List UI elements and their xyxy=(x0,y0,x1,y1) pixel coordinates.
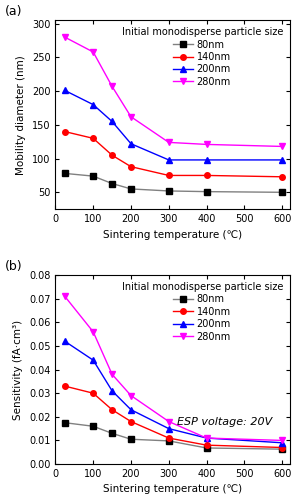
280nm xyxy=(167,140,170,145)
200nm xyxy=(110,388,114,394)
Text: (a): (a) xyxy=(5,6,23,18)
280nm xyxy=(280,144,284,150)
200nm xyxy=(205,157,208,163)
140nm xyxy=(280,174,284,180)
280nm xyxy=(167,418,170,424)
280nm xyxy=(205,142,208,148)
140nm xyxy=(110,406,114,412)
280nm xyxy=(91,49,95,55)
280nm xyxy=(63,34,67,40)
Text: ESP voltage: 20V: ESP voltage: 20V xyxy=(177,418,272,428)
Line: 80nm: 80nm xyxy=(62,170,285,195)
280nm xyxy=(91,329,95,335)
200nm xyxy=(280,440,284,446)
80nm xyxy=(280,446,284,452)
140nm xyxy=(110,152,114,158)
140nm xyxy=(91,390,95,396)
80nm xyxy=(110,430,114,436)
200nm xyxy=(167,426,170,432)
200nm xyxy=(63,338,67,344)
Line: 280nm: 280nm xyxy=(62,294,285,443)
Text: (b): (b) xyxy=(5,260,23,274)
200nm xyxy=(129,406,133,412)
Y-axis label: Mobility diameter (nm): Mobility diameter (nm) xyxy=(16,55,26,174)
80nm xyxy=(110,180,114,186)
200nm xyxy=(63,88,67,94)
Legend: 80nm, 140nm, 200nm, 280nm: 80nm, 140nm, 200nm, 280nm xyxy=(119,24,286,90)
200nm xyxy=(167,157,170,163)
Line: 200nm: 200nm xyxy=(62,338,285,446)
80nm xyxy=(167,438,170,444)
200nm xyxy=(129,140,133,146)
140nm xyxy=(91,136,95,141)
Line: 80nm: 80nm xyxy=(62,420,285,452)
140nm xyxy=(63,383,67,389)
Legend: 80nm, 140nm, 200nm, 280nm: 80nm, 140nm, 200nm, 280nm xyxy=(119,279,286,344)
140nm xyxy=(167,172,170,178)
Line: 140nm: 140nm xyxy=(62,384,285,450)
Line: 200nm: 200nm xyxy=(62,88,285,162)
200nm xyxy=(280,157,284,163)
140nm xyxy=(63,128,67,134)
80nm xyxy=(91,424,95,430)
140nm xyxy=(280,444,284,450)
280nm xyxy=(63,294,67,300)
80nm xyxy=(167,188,170,194)
280nm xyxy=(205,435,208,441)
280nm xyxy=(129,114,133,120)
140nm xyxy=(205,442,208,448)
280nm xyxy=(110,84,114,89)
140nm xyxy=(205,172,208,178)
80nm xyxy=(129,186,133,192)
200nm xyxy=(91,102,95,107)
80nm xyxy=(205,188,208,194)
Y-axis label: Sensitivity (fA·cm³): Sensitivity (fA·cm³) xyxy=(13,320,23,420)
200nm xyxy=(91,357,95,363)
Line: 280nm: 280nm xyxy=(62,34,285,149)
200nm xyxy=(205,435,208,441)
140nm xyxy=(129,164,133,170)
200nm xyxy=(110,118,114,124)
140nm xyxy=(167,435,170,441)
80nm xyxy=(63,420,67,426)
80nm xyxy=(205,445,208,451)
80nm xyxy=(91,173,95,179)
280nm xyxy=(280,438,284,444)
80nm xyxy=(129,436,133,442)
Line: 140nm: 140nm xyxy=(62,129,285,180)
X-axis label: Sintering temperature (℃): Sintering temperature (℃) xyxy=(103,484,242,494)
280nm xyxy=(129,392,133,398)
80nm xyxy=(280,190,284,196)
140nm xyxy=(129,418,133,424)
280nm xyxy=(110,372,114,378)
X-axis label: Sintering temperature (℃): Sintering temperature (℃) xyxy=(103,230,242,239)
80nm xyxy=(63,170,67,176)
